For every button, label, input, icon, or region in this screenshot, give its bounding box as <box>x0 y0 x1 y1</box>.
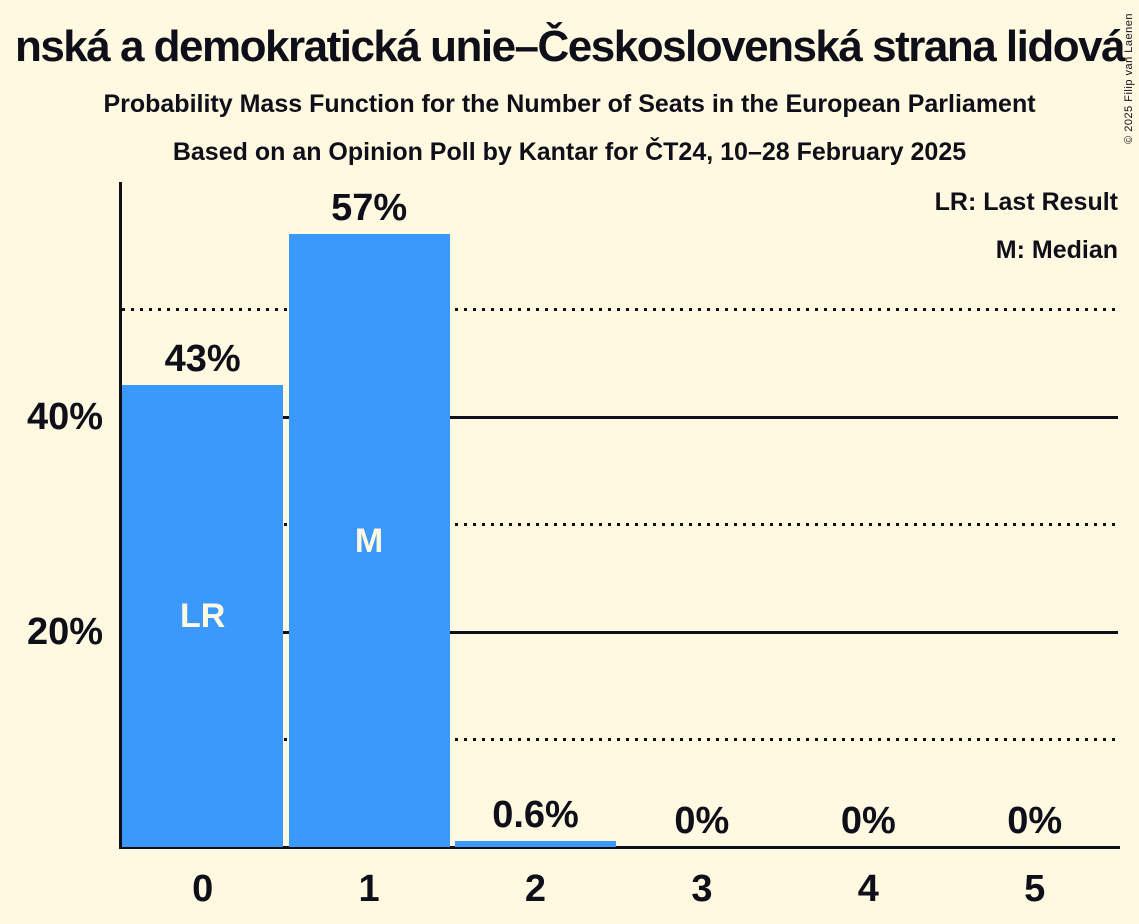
legend-median: M: Median <box>995 236 1118 264</box>
x-tick-label-5: 5 <box>1024 868 1046 910</box>
legend-last-result: LR: Last Result <box>934 188 1118 216</box>
gridline-dotted-50pct <box>122 308 1118 311</box>
gridline-dotted-10pct <box>122 738 1118 741</box>
bar-value-label: 0% <box>840 800 896 842</box>
chart-poll-source: Based on an Opinion Poll by Kantar for Č… <box>172 138 967 166</box>
x-tick-label-0: 0 <box>192 868 214 910</box>
x-tick-label-1: 1 <box>358 868 380 910</box>
bar-annotation-lr: LR <box>180 597 226 635</box>
page-title: nská a demokratická unie–Československá … <box>14 22 1126 71</box>
gridline-solid-40pct <box>122 415 1118 419</box>
x-axis <box>119 846 1120 849</box>
bar-value-label: 57% <box>331 187 408 229</box>
x-tick-label-2: 2 <box>524 868 547 910</box>
gridline-solid-20pct <box>122 630 1118 634</box>
bar-value-label: 0% <box>674 800 730 842</box>
y-axis-label-20%: 20% <box>26 611 103 653</box>
bar-value-label: 0% <box>1007 800 1063 842</box>
bar-seats-1 <box>288 234 450 847</box>
bar-seats-0 <box>122 385 284 847</box>
y-axis <box>119 182 122 849</box>
x-tick-label-3: 3 <box>691 868 713 910</box>
chart-subtitle: Probability Mass Function for the Number… <box>103 90 1036 118</box>
y-axis-label-40%: 40% <box>26 396 103 438</box>
bar-value-label: 43% <box>164 338 241 380</box>
x-tick-label-4: 4 <box>857 868 879 910</box>
bar-value-label: 0.6% <box>492 794 579 836</box>
gridline-dotted-30pct <box>122 523 1118 526</box>
chart-legend: LR: Last Result M: Median <box>935 178 1118 274</box>
bar-annotation-m: M <box>354 521 384 560</box>
bar-seats-2 <box>455 841 616 847</box>
copyright-notice: © 2025 Filip van Laenen <box>1123 13 1135 144</box>
